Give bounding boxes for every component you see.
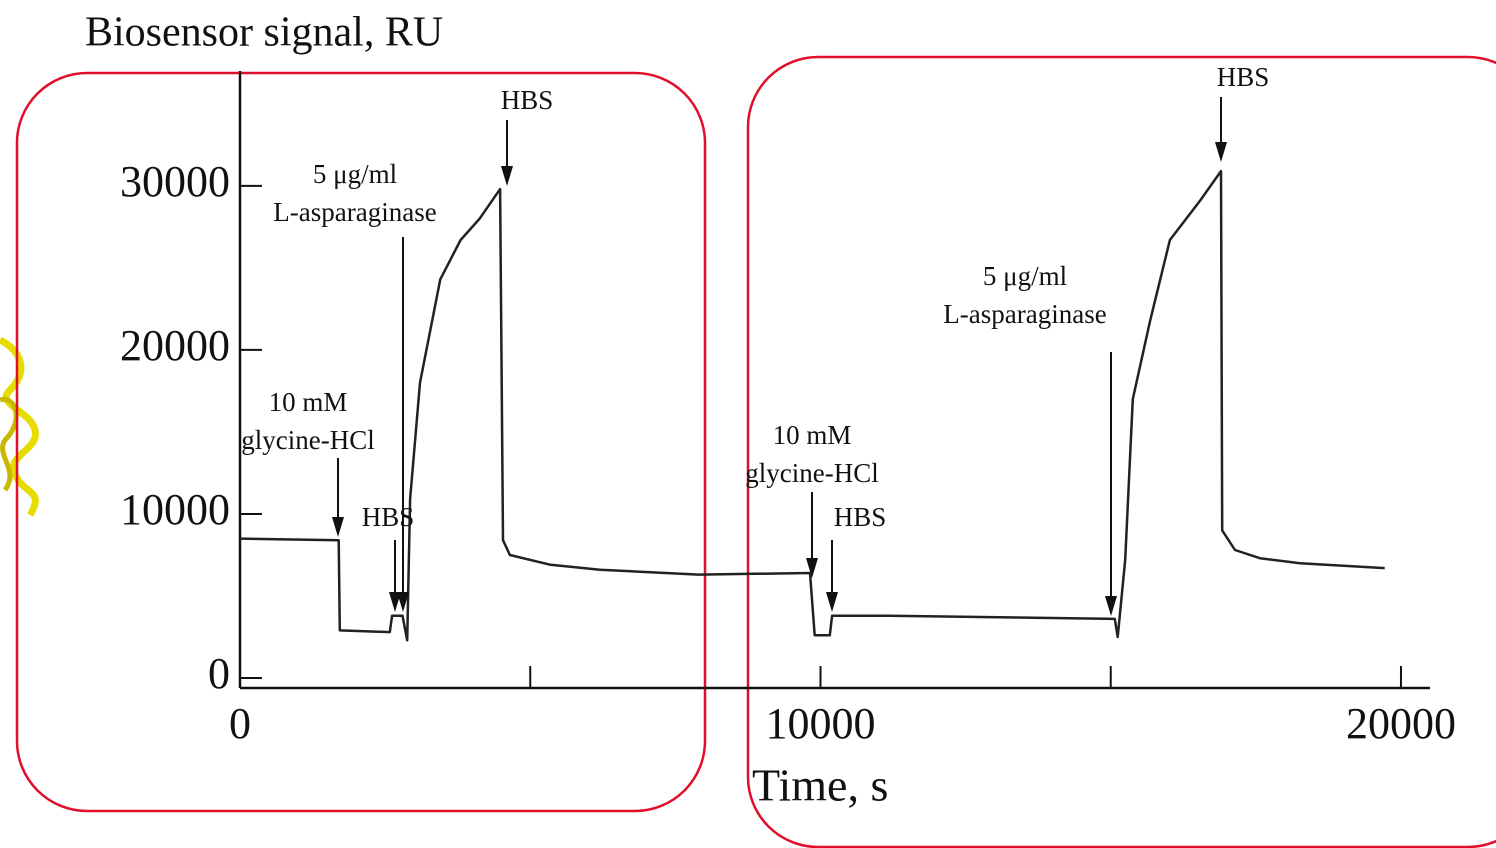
annotation-text: glycine-HCl [241, 425, 374, 455]
x-tick-label: 0 [229, 699, 251, 748]
arrow-head [826, 592, 838, 612]
protein-ribbon [0, 336, 39, 517]
annotation-text: HBS [1217, 62, 1270, 92]
annotation-text: 5 μg/ml [313, 159, 397, 189]
protein-ribbon [0, 396, 19, 492]
annotation-text: HBS [501, 85, 554, 115]
annotation-text: 5 μg/ml [983, 261, 1067, 291]
annotation-text: L-asparaginase [943, 299, 1106, 329]
protein-image [0, 336, 39, 517]
arrow-head [397, 592, 409, 612]
arrow-head [1105, 596, 1117, 616]
arrow-head [389, 592, 401, 612]
highlight-box [15, 71, 707, 813]
arrow-head [501, 166, 513, 186]
signal-line [239, 169, 1385, 642]
annotation-text: 10 mM [773, 420, 852, 450]
arrow-head [332, 517, 344, 537]
y-tick-label: 20000 [120, 321, 230, 370]
annotation-text: HBS [362, 502, 415, 532]
y-axis-label: Biosensor signal, RU [85, 10, 443, 56]
annotation-text: 10 mM [269, 387, 348, 417]
arrow-head [806, 558, 818, 578]
annotation-text: L-asparaginase [273, 197, 436, 227]
annotation-text: HBS [834, 502, 887, 532]
x-tick-label: 10000 [765, 699, 875, 748]
x-axis-label: Time, s [752, 760, 888, 811]
arrow-head [1215, 142, 1227, 162]
y-tick-label: 0 [208, 649, 230, 698]
highlight-box [746, 55, 1496, 848]
annotation-text: glycine-HCl [745, 458, 878, 488]
y-tick-label: 30000 [120, 157, 230, 206]
y-tick-label: 10000 [120, 485, 230, 534]
x-tick-label: 20000 [1346, 699, 1456, 748]
